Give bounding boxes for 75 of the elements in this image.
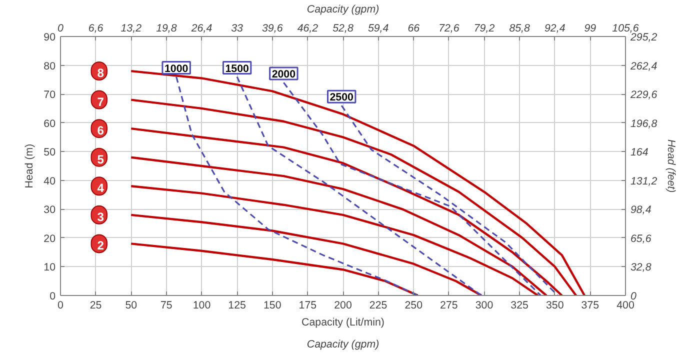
text: 6 (97, 124, 104, 138)
x-tick-label: 100 (192, 300, 211, 312)
x2-tick-label: 105,6 (612, 22, 639, 34)
y-axis-title: Head (m) (24, 144, 36, 188)
x2-tick-label: 59,4 (368, 22, 389, 34)
text: 2 (97, 238, 104, 253)
x2-tick-label: 79,2 (474, 22, 495, 34)
y2-tick-label: 0 (630, 290, 636, 302)
y2-tick-label: 262,4 (630, 60, 658, 72)
line-series (130, 127, 564, 296)
x2-tick-label: 46,2 (297, 22, 318, 34)
x2-tick-label: 66 (408, 22, 420, 34)
y-tick-label: 40 (44, 175, 56, 188)
x-tick-label: 225 (369, 300, 388, 312)
line-series (130, 185, 540, 296)
x-tick-label: 300 (475, 300, 494, 312)
y2-tick-label: 98,4 (630, 204, 652, 216)
x2-tick-label: 72,6 (438, 22, 460, 34)
x-tick-label: 375 (581, 300, 600, 312)
text: 7 (97, 94, 104, 109)
text: 5 (97, 152, 104, 166)
x2-tick-label: 0 (58, 22, 64, 34)
y2-axis-title: Head (feet) (665, 139, 678, 193)
x2-tick-label: 13,2 (120, 22, 142, 34)
y-tick-label: 10 (44, 262, 56, 274)
x-tick-label: 0 (58, 300, 64, 312)
line-series (130, 156, 548, 296)
x2-tick-label: 52,8 (332, 22, 354, 34)
y-tick-label: 80 (44, 60, 56, 72)
legend-label: 2000 (272, 68, 296, 81)
x-tick-label: 175 (298, 300, 317, 312)
x2-tick-label: 33 (231, 22, 244, 34)
x-tick-label: 250 (404, 300, 423, 312)
x2-tick-label: 26,4 (190, 22, 212, 34)
x-tick-label: 200 (334, 300, 352, 312)
x-tick-label: 25 (90, 300, 102, 312)
x-tick-label: 150 (263, 300, 282, 312)
y2-tick-label: 65,6 (630, 232, 652, 245)
y2-tick-label: 229,6 (630, 89, 658, 102)
text: 4 (97, 181, 104, 196)
y2-tick-label: 164 (630, 146, 648, 159)
x-tick-label: 350 (546, 300, 564, 312)
x-tick-label: 50 (125, 300, 138, 312)
x-tick-label: 75 (160, 300, 172, 312)
y2-tick-label: 131,2 (630, 175, 658, 188)
x-tick-label: 325 (510, 300, 529, 312)
x-axis-title: Capacity (Lit/min) (302, 316, 384, 328)
x-tick-label: 125 (228, 300, 246, 312)
x2-tick-label: 99 (584, 22, 596, 34)
y-tick-label: 30 (44, 204, 56, 216)
line-series (130, 214, 483, 296)
x2-tick-label: 6,6 (88, 22, 104, 34)
series-label: 1500 (225, 62, 249, 75)
text: 8 (97, 66, 104, 80)
y-tick-label: 20 (44, 232, 56, 245)
series-label: 1000 (164, 62, 188, 75)
x2-tick-label: 19,8 (156, 22, 177, 34)
x-tick-label: 275 (440, 300, 458, 312)
series-label: 2500 (330, 92, 354, 104)
x-tick-label: 400 (616, 300, 634, 312)
x2-tick-label: 39,6 (262, 22, 283, 34)
y-tick-label: 90 (44, 32, 56, 44)
line-series (130, 242, 419, 296)
y2-tick-label: 32,8 (630, 262, 652, 274)
y-tick-label: 0 (50, 290, 56, 302)
x2-axis-title: Capacity (gpm) (306, 4, 380, 16)
text: Capacity (gpm) (306, 338, 380, 350)
y-tick-label: 60 (44, 118, 56, 130)
x2-tick-label: 85,8 (509, 22, 530, 34)
y2-tick-label: 196,8 (630, 118, 658, 130)
y2-tick-label: 295,2 (630, 32, 658, 44)
y-tick-label: 50 (44, 146, 56, 159)
text: 3 (97, 210, 104, 224)
y-tick-label: 70 (44, 89, 56, 102)
x2-tick-label: 92,4 (544, 22, 566, 34)
